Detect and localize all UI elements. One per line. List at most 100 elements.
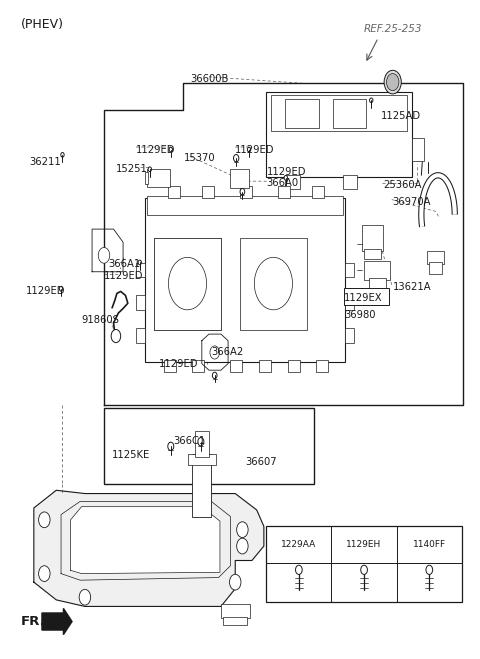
Text: 25360A: 25360A <box>383 180 421 190</box>
Circle shape <box>296 565 302 575</box>
Text: 91860S: 91860S <box>82 315 120 326</box>
Bar <box>312 186 324 198</box>
Bar <box>271 96 407 131</box>
Circle shape <box>210 346 219 359</box>
Circle shape <box>237 538 248 554</box>
Text: 1129EX: 1129EX <box>344 293 383 303</box>
Circle shape <box>148 167 152 171</box>
Circle shape <box>254 257 292 310</box>
Circle shape <box>426 565 432 575</box>
Bar <box>345 262 354 277</box>
Bar <box>154 238 221 330</box>
Bar <box>154 238 221 330</box>
Bar <box>345 328 354 343</box>
Circle shape <box>79 589 91 605</box>
Bar <box>316 360 328 372</box>
Bar <box>278 186 290 198</box>
Bar <box>136 262 144 277</box>
Text: 1229AA: 1229AA <box>281 540 316 549</box>
Bar <box>144 198 345 362</box>
Circle shape <box>98 248 110 263</box>
Polygon shape <box>42 608 72 635</box>
Circle shape <box>38 565 50 581</box>
Text: 1129ED: 1129ED <box>104 271 144 281</box>
Bar <box>230 169 249 188</box>
Text: 366A1: 366A1 <box>109 259 141 269</box>
Bar <box>266 527 462 602</box>
Text: FR.: FR. <box>21 615 45 628</box>
Bar <box>188 453 216 465</box>
Circle shape <box>212 372 217 379</box>
Circle shape <box>169 147 172 152</box>
Circle shape <box>386 74 399 91</box>
Bar <box>429 262 442 273</box>
Text: 1129ED: 1129ED <box>26 287 66 297</box>
Circle shape <box>384 71 401 94</box>
Bar <box>164 360 176 372</box>
Text: 1129EH: 1129EH <box>347 540 382 549</box>
Text: 1125KE: 1125KE <box>112 451 150 461</box>
Bar <box>369 278 385 290</box>
Bar <box>195 431 209 457</box>
Circle shape <box>240 188 245 195</box>
Text: 36970A: 36970A <box>393 196 431 206</box>
Bar <box>144 172 148 184</box>
Bar <box>192 360 204 372</box>
Bar <box>136 328 144 343</box>
Text: 1129ED: 1129ED <box>159 358 198 368</box>
Text: 1129ED: 1129ED <box>267 167 306 177</box>
Bar <box>427 251 444 264</box>
Text: 36600B: 36600B <box>190 74 228 84</box>
Bar <box>364 249 381 258</box>
Circle shape <box>237 522 248 538</box>
Polygon shape <box>34 490 264 606</box>
Circle shape <box>284 175 288 180</box>
Circle shape <box>168 257 206 310</box>
Bar <box>333 98 366 128</box>
Text: 36211: 36211 <box>29 157 61 167</box>
Bar <box>412 138 424 161</box>
Circle shape <box>111 330 120 343</box>
Circle shape <box>233 155 239 162</box>
Text: 36607: 36607 <box>245 457 276 467</box>
Text: REF.25-253: REF.25-253 <box>364 24 422 34</box>
Bar <box>266 92 412 177</box>
Bar <box>221 604 250 618</box>
Text: 1129ED: 1129ED <box>136 145 176 155</box>
Polygon shape <box>71 507 220 573</box>
Circle shape <box>60 287 63 291</box>
Circle shape <box>38 512 50 528</box>
Text: (PHEV): (PHEV) <box>21 18 63 31</box>
Circle shape <box>138 260 142 265</box>
Bar <box>240 186 252 198</box>
Bar <box>364 260 390 280</box>
Text: 15370: 15370 <box>184 153 216 163</box>
Bar <box>147 169 170 187</box>
Bar <box>168 186 180 198</box>
Bar <box>285 98 319 128</box>
Bar <box>240 238 307 330</box>
Circle shape <box>370 98 373 103</box>
Bar <box>344 288 389 304</box>
Bar <box>345 295 354 310</box>
Bar <box>362 225 383 251</box>
Bar <box>136 295 144 310</box>
Bar <box>223 617 247 625</box>
Bar <box>230 360 242 372</box>
Text: 13621A: 13621A <box>393 282 432 292</box>
Circle shape <box>247 147 251 152</box>
Circle shape <box>229 574 241 590</box>
Text: 1140FF: 1140FF <box>413 540 446 549</box>
Text: 15251: 15251 <box>116 163 148 174</box>
Text: 366C1: 366C1 <box>173 436 205 446</box>
Text: 1125AD: 1125AD <box>381 111 421 121</box>
Bar <box>202 186 214 198</box>
Bar <box>285 175 300 189</box>
Circle shape <box>361 565 367 575</box>
Circle shape <box>198 438 204 446</box>
Bar <box>192 454 211 517</box>
Bar <box>343 175 357 189</box>
Bar <box>288 360 300 372</box>
Bar <box>147 196 343 215</box>
Text: 366A2: 366A2 <box>211 347 244 357</box>
